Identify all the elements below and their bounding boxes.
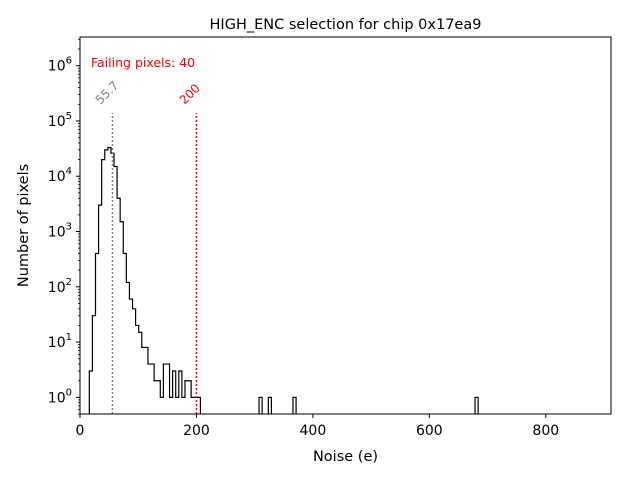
x-axis-label: Noise (e) <box>313 449 378 465</box>
threshold-label-0: 55.7 <box>93 78 122 107</box>
y-tick-label-2: 102 <box>48 277 72 296</box>
x-tick-label-2: 400 <box>300 423 327 439</box>
threshold-label-1: 200 <box>177 81 203 107</box>
chart-title: HIGH_ENC selection for chip 0x17ea9 <box>210 17 482 33</box>
x-tick-label-4: 800 <box>532 423 559 439</box>
x-tick-label-0: 0 <box>76 423 85 439</box>
y-tick-label-6: 106 <box>48 56 72 75</box>
y-tick-label-3: 103 <box>48 222 72 241</box>
axes-frame <box>79 36 612 415</box>
y-tick-label-4: 104 <box>48 166 72 185</box>
x-tick-label-3: 600 <box>416 423 443 439</box>
failing-pixels-annotation: Failing pixels: 40 <box>91 55 195 70</box>
y-axis-label: Number of pixels <box>16 164 32 287</box>
y-axis: 100 101 102 103 104 105 106 <box>48 38 80 415</box>
y-tick-label-5: 105 <box>48 111 72 130</box>
histogram-series <box>88 146 479 414</box>
y-tick-label-0: 100 <box>48 387 72 406</box>
x-tick-label-1: 200 <box>183 423 210 439</box>
y-tick-label-1: 101 <box>48 332 72 351</box>
x-axis: 0 200 400 600 800 <box>76 414 559 439</box>
plot-area: 55.7 200 <box>88 78 479 414</box>
